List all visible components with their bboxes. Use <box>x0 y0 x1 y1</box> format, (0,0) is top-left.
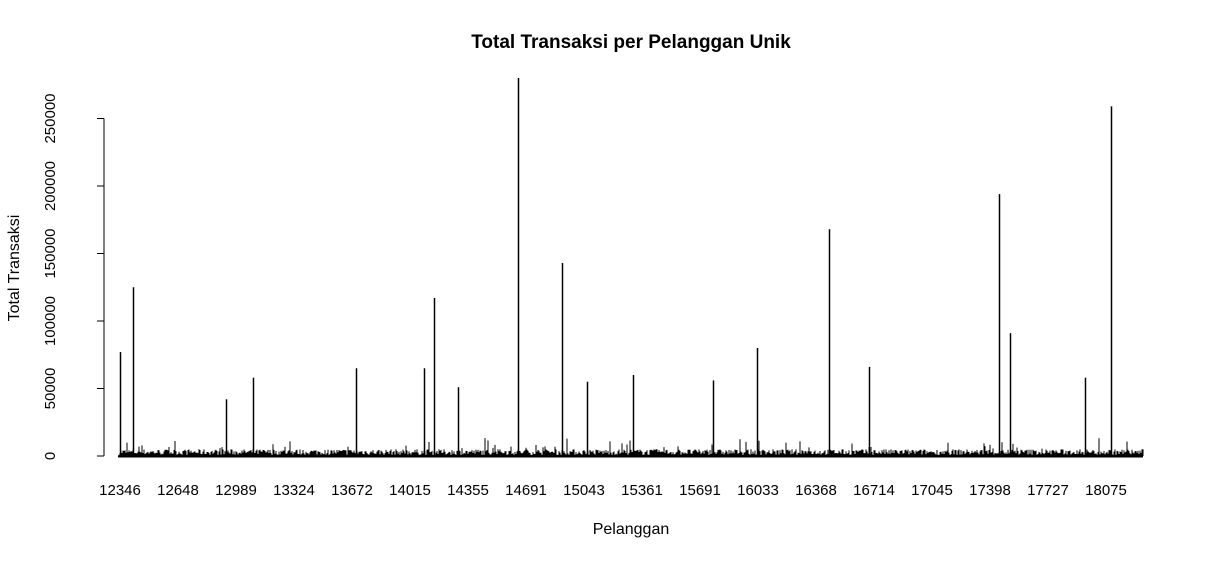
x-tick-label: 12648 <box>157 482 199 499</box>
y-tick-label: 50000 <box>42 368 59 410</box>
x-tick-label: 17045 <box>911 482 953 499</box>
x-tick-label: 16033 <box>737 482 779 499</box>
x-axis-ticks: 12346 12648 12989 13324 13672 14015 14355 14691… <box>99 482 1127 499</box>
x-tick-label: 14355 <box>447 482 489 499</box>
x-axis-label: Pelanggan <box>593 521 670 538</box>
y-tick-label: 100000 <box>42 296 59 346</box>
y-tick-label: 250000 <box>42 93 59 143</box>
x-tick-label: 12346 <box>99 482 141 499</box>
x-tick-label: 18075 <box>1085 482 1127 499</box>
x-tick-label: 16714 <box>853 482 895 499</box>
x-tick-label: 15361 <box>621 482 663 499</box>
y-tick-label: 150000 <box>42 228 59 278</box>
x-tick-label: 14691 <box>505 482 547 499</box>
x-tick-label: 15043 <box>563 482 605 499</box>
y-tick-label: 200000 <box>42 161 59 211</box>
x-tick-label: 12989 <box>215 482 257 499</box>
y-axis: 0 50000 100000 150000 200000 250000 <box>42 93 105 460</box>
x-tick-label: 17398 <box>969 482 1011 499</box>
x-tick-label: 17727 <box>1027 482 1069 499</box>
x-tick-label: 14015 <box>389 482 431 499</box>
chart-title: Total Transaksi per Pelanggan Unik <box>471 32 791 53</box>
x-tick-label: 13672 <box>331 482 373 499</box>
x-tick-label: 15691 <box>679 482 721 499</box>
y-axis-label: Total Transaksi <box>6 215 23 322</box>
bars <box>118 78 1144 458</box>
y-tick-label: 0 <box>42 452 59 460</box>
x-tick-label: 13324 <box>273 482 315 499</box>
x-tick-label: 16368 <box>795 482 837 499</box>
